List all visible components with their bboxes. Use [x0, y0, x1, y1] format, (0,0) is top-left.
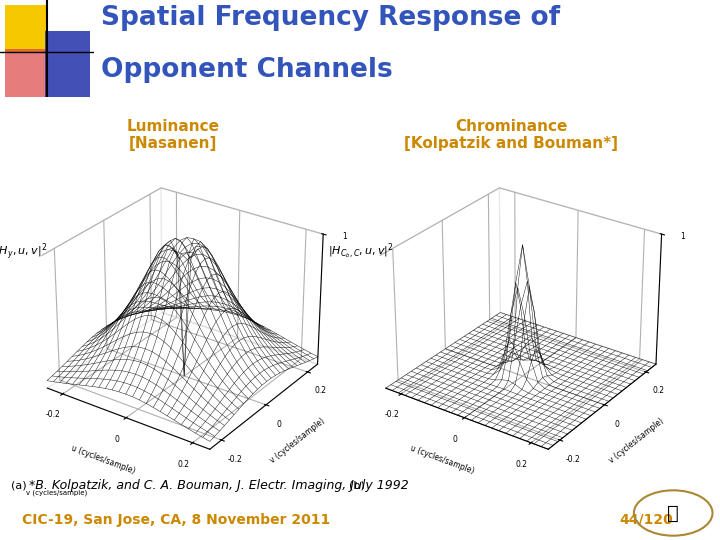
Text: *B. Kolpatzik, and C. A. Bouman, J. Electr. Imaging, July 1992: *B. Kolpatzik, and C. A. Bouman, J. Elec… — [29, 480, 408, 492]
X-axis label: u (cycles/sample): u (cycles/sample) — [408, 443, 474, 476]
Bar — [5, 5, 47, 53]
Text: $\left|H_y, u, v\right|^2$: $\left|H_y, u, v\right|^2$ — [0, 240, 48, 261]
Text: $\left|H_{C_b,C}, u, v\right|^2$: $\left|H_{C_b,C}, u, v\right|^2$ — [328, 241, 394, 261]
Text: Spatial Frequency Response of: Spatial Frequency Response of — [101, 5, 560, 31]
X-axis label: u (cycles/sample): u (cycles/sample) — [70, 443, 136, 476]
Y-axis label: v (cycles/sample): v (cycles/sample) — [269, 416, 327, 465]
Y-axis label: v (cycles/sample): v (cycles/sample) — [607, 416, 665, 465]
Text: v (cycles/sample): v (cycles/sample) — [26, 489, 87, 496]
Text: Opponent Channels: Opponent Channels — [101, 57, 392, 83]
Bar — [45, 31, 90, 97]
Text: 🎓: 🎓 — [667, 503, 679, 523]
Text: Luminance
[Nasanen]: Luminance [Nasanen] — [126, 119, 220, 151]
Bar — [5, 49, 47, 97]
Text: Chrominance
[Kolpatzik and Bouman*]: Chrominance [Kolpatzik and Bouman*] — [404, 119, 618, 151]
Text: 44/120: 44/120 — [619, 513, 673, 526]
Text: (b): (b) — [349, 480, 365, 490]
Text: (a): (a) — [11, 480, 27, 490]
Text: CIC-19, San Jose, CA, 8 November 2011: CIC-19, San Jose, CA, 8 November 2011 — [22, 513, 330, 526]
